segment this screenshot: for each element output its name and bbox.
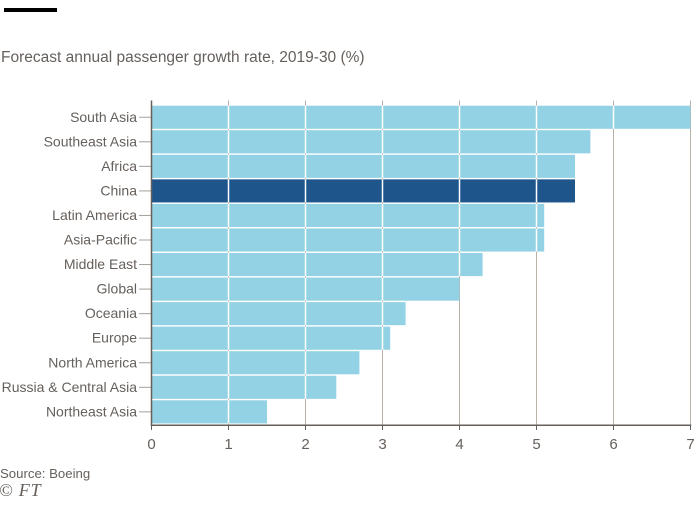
svg-text:South Asia: South Asia — [70, 109, 137, 125]
svg-text:China: China — [100, 182, 137, 198]
svg-text:6: 6 — [609, 436, 617, 453]
svg-text:Northeast Asia: Northeast Asia — [46, 403, 137, 419]
svg-text:Latin America: Latin America — [52, 207, 137, 223]
svg-text:Forecast annual passenger grow: Forecast annual passenger growth rate, 2… — [1, 49, 365, 66]
svg-text:Oceania: Oceania — [85, 305, 137, 321]
svg-text:5: 5 — [532, 436, 540, 453]
svg-text:7: 7 — [686, 436, 694, 453]
svg-text:4: 4 — [455, 436, 463, 453]
svg-text:Source: Boeing: Source: Boeing — [0, 466, 90, 481]
svg-text:Middle East: Middle East — [64, 256, 137, 272]
svg-text:Global: Global — [97, 281, 137, 297]
svg-text:Asia-Pacific: Asia-Pacific — [64, 232, 137, 248]
svg-text:0: 0 — [147, 436, 155, 453]
svg-text:Russia & Central Asia: Russia & Central Asia — [2, 379, 138, 395]
svg-text:3: 3 — [378, 436, 386, 453]
svg-text:1: 1 — [224, 436, 232, 453]
svg-text:© FT: © FT — [0, 480, 43, 500]
svg-text:2: 2 — [301, 436, 309, 453]
svg-text:Africa: Africa — [101, 158, 137, 174]
svg-text:Europe: Europe — [92, 330, 137, 346]
svg-text:North America: North America — [48, 354, 137, 370]
svg-text:Southeast Asia: Southeast Asia — [44, 133, 138, 149]
